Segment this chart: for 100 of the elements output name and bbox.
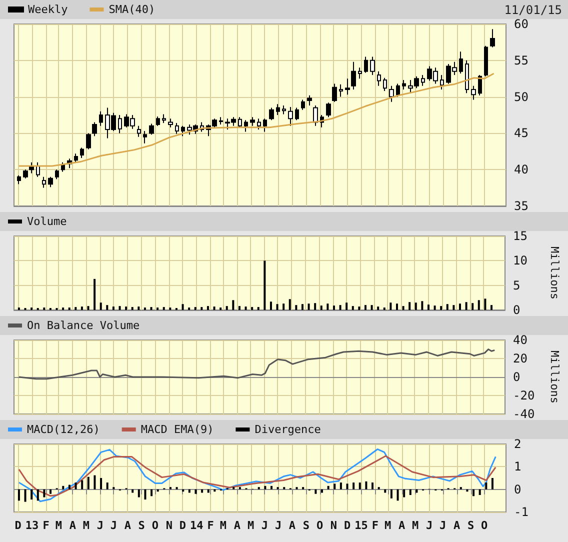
x-tick-label: J — [261, 519, 268, 532]
candlestick — [250, 116, 255, 126]
bar — [365, 481, 368, 490]
legend-label: Weekly — [28, 3, 68, 16]
bar — [340, 482, 342, 490]
bar — [352, 482, 355, 490]
bar — [282, 304, 285, 310]
candlestick — [149, 123, 154, 136]
x-tick-label: O — [316, 519, 324, 532]
y-tick-label: 40 — [513, 333, 528, 347]
x-tick-label: A — [398, 519, 406, 532]
bar — [346, 302, 348, 310]
bar — [125, 306, 128, 310]
candlestick — [339, 84, 343, 98]
bar — [74, 482, 77, 490]
candlestick — [383, 77, 387, 92]
bar — [409, 489, 412, 495]
text: 11/01/15 — [504, 3, 562, 17]
bar — [162, 307, 165, 310]
bar — [30, 489, 33, 500]
bar — [80, 306, 83, 310]
bar — [106, 305, 108, 310]
y-tick-label: -20 — [513, 388, 535, 402]
bar — [50, 489, 52, 494]
candlestick — [92, 122, 97, 137]
x-tick-label: A — [234, 519, 241, 532]
bar — [320, 306, 322, 310]
bar — [421, 301, 424, 310]
bar — [276, 304, 278, 310]
candlestick — [345, 78, 350, 96]
candlestick — [74, 153, 78, 163]
x-tick-label: F — [372, 519, 379, 532]
bar — [24, 489, 26, 502]
bar — [490, 305, 492, 310]
x-tick-label: S — [138, 519, 145, 532]
bar — [251, 307, 254, 310]
candlestick — [364, 56, 368, 74]
x-tick-label: D — [344, 519, 351, 532]
y-tick-label: 10 — [513, 254, 528, 268]
candlestick — [175, 122, 179, 134]
bar — [326, 304, 329, 310]
bar — [372, 482, 374, 490]
candlestick — [17, 174, 21, 185]
candlestick — [276, 104, 280, 116]
bar — [87, 476, 90, 490]
candlestick — [389, 85, 394, 102]
line-series — [18, 455, 496, 497]
bar — [264, 260, 266, 310]
y-tick-label: 5 — [513, 278, 520, 292]
x-tick-label: N — [166, 519, 172, 532]
candlestick — [219, 116, 223, 125]
candlestick — [396, 83, 400, 98]
bar — [288, 299, 291, 310]
bar — [484, 298, 486, 310]
line-series — [18, 348, 496, 380]
candlestick — [301, 99, 305, 110]
x-tick-label: F — [42, 519, 50, 532]
bar — [458, 304, 461, 310]
candlestick — [490, 28, 495, 48]
candlestick — [86, 132, 91, 150]
bar — [36, 489, 39, 501]
bar — [427, 304, 430, 310]
y-tick-label: 0 — [513, 370, 520, 384]
candlestick — [23, 169, 28, 179]
legend-label: SMA(40) — [108, 3, 156, 16]
candlestick — [351, 61, 356, 90]
y-tick-label: 50 — [514, 90, 528, 104]
candlestick — [459, 51, 463, 74]
x-tick-label: D — [179, 519, 186, 532]
x-tick-label: M — [82, 519, 90, 532]
y-tick-label: 40 — [514, 162, 528, 177]
x-tick-label: O — [481, 519, 488, 532]
bar — [100, 478, 102, 490]
candlestick — [282, 105, 286, 115]
bar — [390, 489, 392, 498]
bar — [118, 306, 121, 310]
legend-label: MACD EMA(9) — [140, 423, 214, 436]
bar — [74, 307, 77, 310]
y-tick-label: 60 — [514, 17, 528, 31]
bar — [295, 305, 298, 310]
bar — [327, 486, 330, 490]
x-tick-label: S — [468, 519, 474, 532]
candlestick — [484, 45, 488, 77]
x-tick-label: S — [302, 519, 310, 532]
candlestick — [288, 106, 293, 126]
candlestick — [377, 70, 381, 86]
candlestick — [421, 74, 425, 86]
candlestick — [440, 74, 444, 90]
candlestick — [238, 116, 242, 128]
candlestick — [478, 74, 482, 96]
bar — [452, 305, 455, 310]
candlestick — [307, 94, 312, 106]
bar — [270, 486, 272, 490]
bar — [332, 306, 335, 310]
y-tick-label: 15 — [513, 229, 528, 243]
bar — [257, 307, 260, 310]
bar — [150, 307, 152, 310]
candlestick — [313, 105, 318, 126]
candlestick — [370, 56, 375, 76]
y-tick-label: 35 — [514, 199, 528, 213]
